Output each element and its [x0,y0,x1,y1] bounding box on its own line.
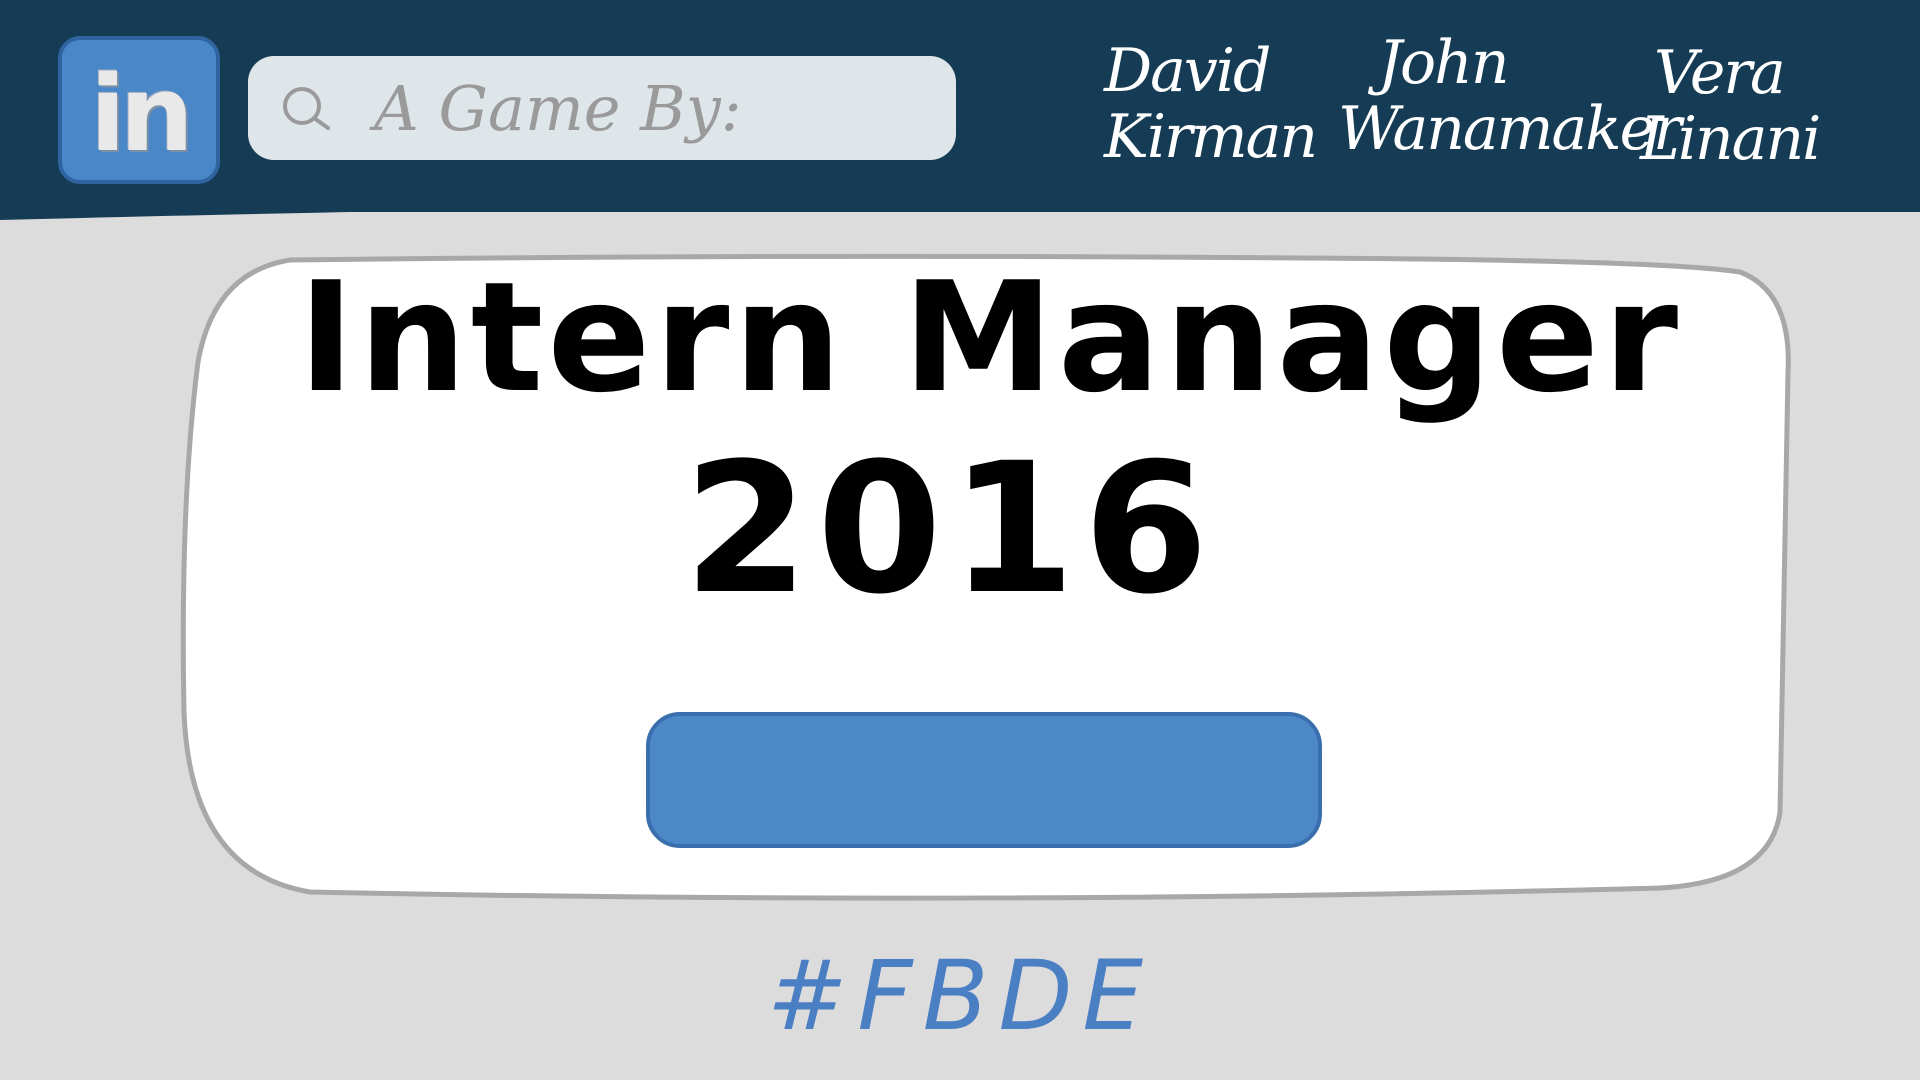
author-first-name: David [1104,36,1271,106]
author-last-name: Wanamaker [1338,94,1682,164]
logo-text: in [90,53,194,175]
author-vera-linani: Vera Linani [1640,38,1821,174]
hashtag-label: #FBDE [766,940,1154,1052]
search-text: A Game By: [374,71,742,145]
search-icon [283,87,330,130]
linkedin-logo-icon: in [58,36,220,184]
author-first-name: Vera [1654,38,1786,108]
author-last-name: Kirman [1104,102,1318,172]
author-last-name: Linani [1640,104,1821,174]
author-first-name: John [1378,28,1509,98]
header-bottom-edge [0,196,1920,220]
author-john-wanamaker: John Wanamaker [1338,28,1682,164]
game-year: 2016 [683,425,1217,634]
start-button[interactable] [646,712,1322,848]
author-david-kirman: David Kirman [1104,36,1318,172]
header-bar: in A Game By: David Kirman John Wanamake… [0,0,1920,212]
game-title: Intern Manager [297,249,1683,426]
title-card [180,253,1791,901]
search-bar: A Game By: [248,56,956,160]
